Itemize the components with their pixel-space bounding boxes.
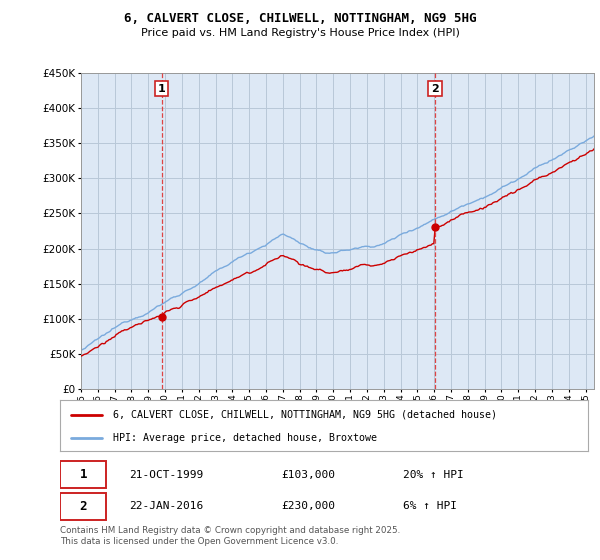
Text: £103,000: £103,000 <box>282 469 336 479</box>
Text: 6, CALVERT CLOSE, CHILWELL, NOTTINGHAM, NG9 5HG (detached house): 6, CALVERT CLOSE, CHILWELL, NOTTINGHAM, … <box>113 409 497 419</box>
Text: 21-OCT-1999: 21-OCT-1999 <box>128 469 203 479</box>
Text: £230,000: £230,000 <box>282 501 336 511</box>
Text: 6% ↑ HPI: 6% ↑ HPI <box>403 501 457 511</box>
Text: 1: 1 <box>158 83 166 94</box>
Text: HPI: Average price, detached house, Broxtowe: HPI: Average price, detached house, Brox… <box>113 433 377 443</box>
Text: Contains HM Land Registry data © Crown copyright and database right 2025.
This d: Contains HM Land Registry data © Crown c… <box>60 526 400 546</box>
Text: 20% ↑ HPI: 20% ↑ HPI <box>403 469 464 479</box>
Text: Price paid vs. HM Land Registry's House Price Index (HPI): Price paid vs. HM Land Registry's House … <box>140 28 460 38</box>
Text: 1: 1 <box>79 468 87 481</box>
Text: 2: 2 <box>79 500 87 512</box>
FancyBboxPatch shape <box>60 493 106 520</box>
Text: 6, CALVERT CLOSE, CHILWELL, NOTTINGHAM, NG9 5HG: 6, CALVERT CLOSE, CHILWELL, NOTTINGHAM, … <box>124 12 476 25</box>
Text: 2: 2 <box>431 83 439 94</box>
Text: 22-JAN-2016: 22-JAN-2016 <box>128 501 203 511</box>
FancyBboxPatch shape <box>60 461 106 488</box>
